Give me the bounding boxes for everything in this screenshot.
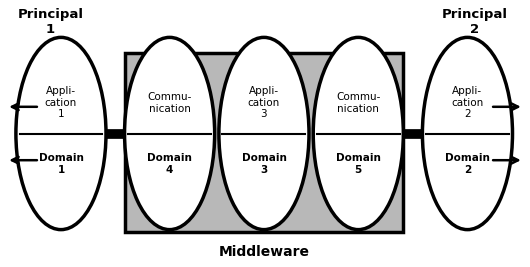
Ellipse shape [219,37,309,230]
Bar [125,53,403,232]
Text: Principal
2: Principal 2 [441,8,507,36]
Text: Commu-
nication: Commu- nication [336,92,381,113]
Ellipse shape [422,37,513,230]
Text: Appli-
cation
3: Appli- cation 3 [248,86,280,119]
Text: Middleware: Middleware [218,245,310,259]
Text: Domain
3: Domain 3 [242,154,286,175]
Text: Domain
5: Domain 5 [336,154,381,175]
Text: Appli-
cation
2: Appli- cation 2 [452,86,483,119]
Text: Domain
2: Domain 2 [445,154,490,175]
Ellipse shape [313,37,403,230]
Text: Appli-
cation
1: Appli- cation 1 [45,86,77,119]
Text: Domain
1: Domain 1 [39,154,83,175]
Text: Commu-
nication: Commu- nication [147,92,192,113]
Ellipse shape [125,37,215,230]
Text: Principal
1: Principal 1 [17,8,83,36]
Text: Domain
4: Domain 4 [147,154,192,175]
Ellipse shape [16,37,106,230]
